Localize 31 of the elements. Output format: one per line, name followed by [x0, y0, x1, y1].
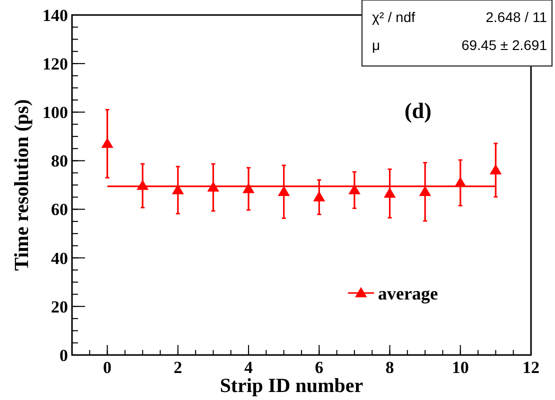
y-tick-label: 100 — [42, 103, 68, 122]
annotation: 2.648 / 11 — [486, 9, 548, 25]
y-tick-label: 80 — [51, 152, 68, 171]
y-tick-label: 60 — [51, 200, 68, 220]
annotation: 69.45 ± 2.691 — [461, 37, 548, 53]
point — [384, 188, 396, 198]
x-tick-label: 10 — [452, 358, 469, 377]
y-axis-title: Time resolution (ps) — [11, 99, 33, 271]
point — [419, 186, 432, 196]
y-tick-label: 140 — [42, 6, 68, 25]
point — [172, 184, 184, 194]
point — [313, 191, 326, 202]
point — [490, 164, 502, 174]
x-tick-label: 4 — [244, 358, 254, 377]
x-tick-label: 6 — [314, 358, 324, 377]
x-tick-label: 8 — [386, 358, 394, 377]
point — [101, 138, 114, 148]
y-tick-label: 120 — [42, 54, 68, 74]
x-tick-label: 2 — [174, 358, 182, 377]
annotation: μ — [372, 37, 380, 53]
legend-label: average — [378, 283, 438, 304]
x-tick-label: 12 — [522, 358, 540, 377]
y-tick-label: 40 — [51, 248, 68, 268]
point — [278, 186, 290, 196]
annotation: χ² / ndf — [372, 9, 416, 25]
y-tick-label: 20 — [51, 297, 68, 316]
x-axis-title: Strip ID number — [220, 375, 364, 397]
y-tick-label: 0 — [60, 346, 68, 365]
x-tick-label: 0 — [103, 358, 112, 377]
annotation: (d) — [404, 98, 432, 123]
point — [348, 184, 360, 194]
